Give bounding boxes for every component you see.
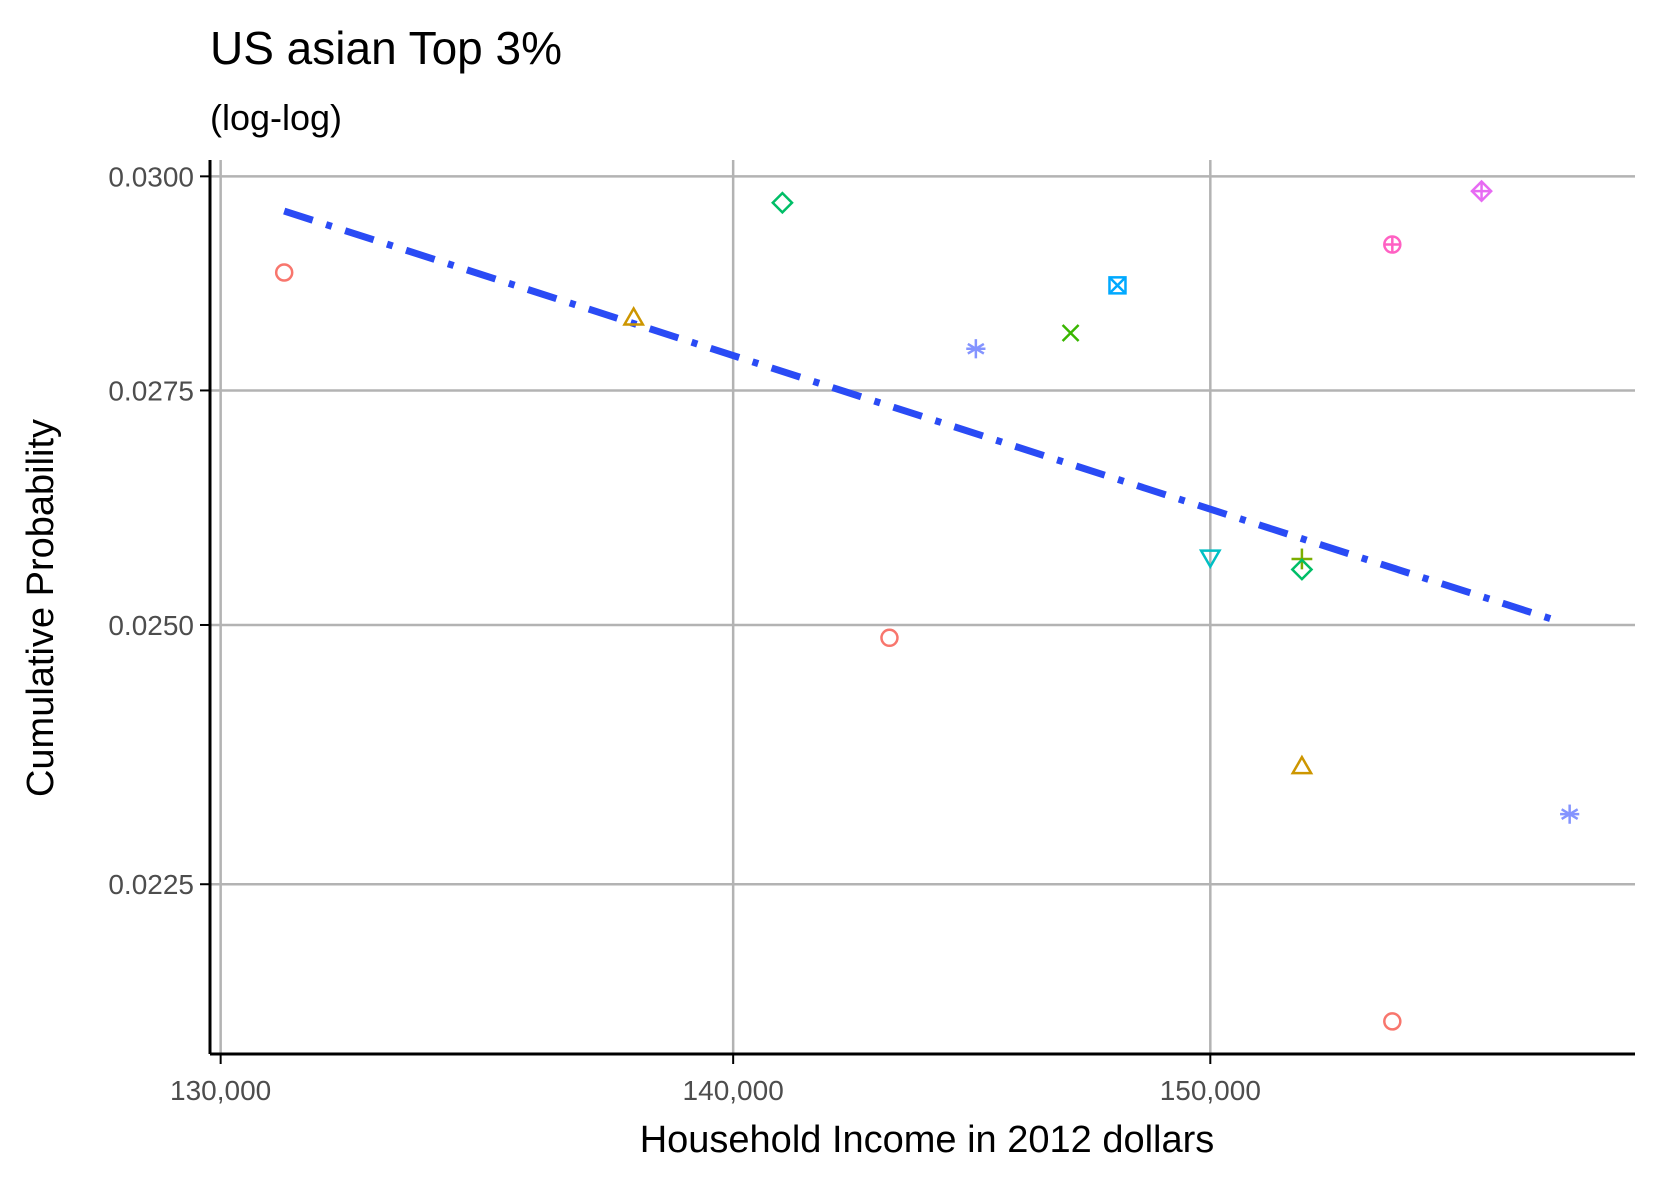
data-point <box>880 628 899 648</box>
data-point <box>966 339 986 359</box>
data-point <box>1061 324 1080 342</box>
x-tick-label: 140,000 <box>683 1075 784 1106</box>
gridlines <box>210 160 1635 1054</box>
data-point <box>1560 804 1580 824</box>
y-tick-label: 0.0225 <box>108 869 194 900</box>
chart-subtitle: (log-log) <box>210 97 342 138</box>
data-point <box>771 191 794 215</box>
data-point <box>1383 1012 1402 1031</box>
y-axis-ticks: 0.0225 0.0250 0.0275 0.0300 <box>108 161 210 900</box>
fit-line <box>283 207 1562 626</box>
x-tick-label: 130,000 <box>170 1075 271 1106</box>
data-point <box>1198 549 1222 570</box>
data-point <box>1290 558 1314 581</box>
y-tick-label: 0.0250 <box>108 610 194 641</box>
data-point <box>1290 754 1314 775</box>
fit-line-group <box>283 207 1562 626</box>
y-tick-label: 0.0300 <box>108 161 194 192</box>
data-point <box>1108 276 1127 295</box>
data-point <box>274 263 294 282</box>
y-axis-title: Cumulative Probability <box>20 419 62 797</box>
x-axis-title: Household Income in 2012 dollars <box>640 1119 1215 1161</box>
axes <box>208 160 1635 1056</box>
chart-title: US asian Top 3% <box>210 22 562 74</box>
data-points <box>274 179 1580 1031</box>
data-point <box>1470 179 1493 203</box>
data-point <box>622 306 646 326</box>
x-axis-ticks: 130,000 140,000 150,000 <box>170 1054 1261 1106</box>
x-tick-label: 150,000 <box>1160 1075 1261 1106</box>
data-point <box>1383 235 1402 254</box>
y-tick-label: 0.0275 <box>108 375 194 406</box>
